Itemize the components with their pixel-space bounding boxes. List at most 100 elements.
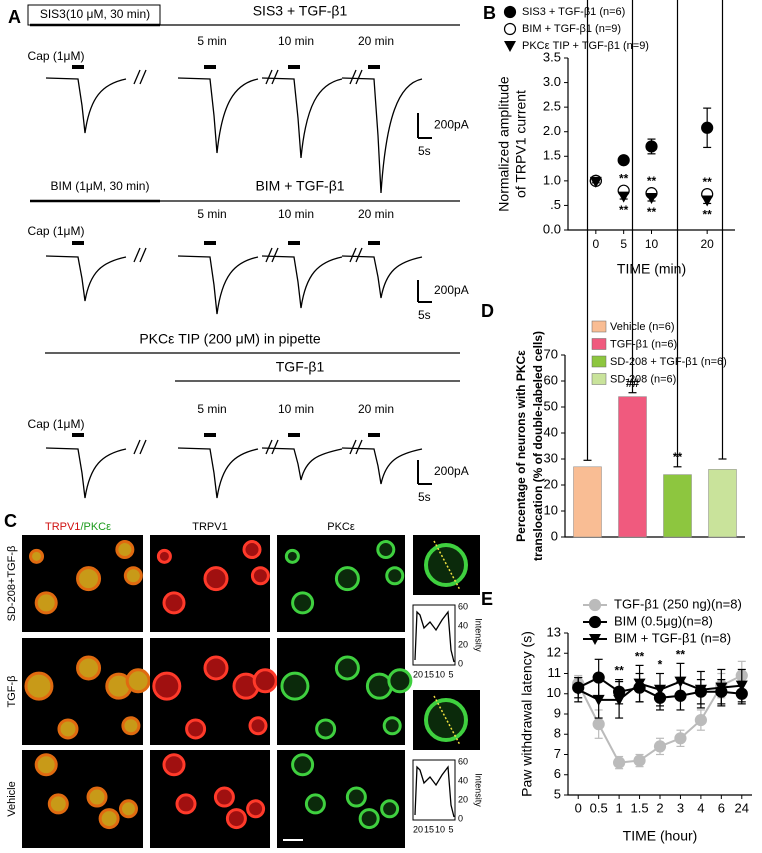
panel-label: E [481,589,493,609]
data-point [735,680,748,692]
bar [663,474,692,538]
panel-label: B [483,3,496,23]
legend-marker [503,22,517,36]
y-tick-label: 0 [551,528,558,543]
cell [291,591,315,615]
x-tick-label: 3 [677,800,684,815]
scale-label: 25μm [283,824,311,836]
legend-label: BIM + TGF-β1 (n=9) [522,23,621,35]
scale-current: 200pA [434,118,469,132]
panel-label: A [8,7,21,27]
profile-ytick: 40 [458,620,468,630]
panel-label: D [481,301,494,321]
profile-ytick: 40 [458,775,468,785]
legend-label: BIM + TGF-β1 (n=8) [614,630,731,645]
current-trace [45,255,127,302]
significance: ** [702,175,712,189]
y-tick-label: 7 [554,746,561,761]
error-bar [673,0,682,468]
x-axis-label: TIME (hour) [623,828,698,844]
y-tick-label: 13 [547,624,561,639]
legend-label: TGF-β1 (250 ng)(n=8) [614,596,742,611]
cell [57,718,79,740]
cell [34,753,58,777]
cell [203,655,229,681]
scale-time: 5s [418,308,431,322]
cell [24,671,54,701]
y-tick-label: 5 [554,786,561,801]
y-tick-label: 10 [544,502,558,517]
legend-label: PKCε TIP + TGF-β1 (n=9) [522,40,649,52]
profile-xtick: 20 [413,669,423,679]
break-mark [349,69,357,85]
zoom-cell [424,698,468,742]
cell [252,668,278,694]
significance: ** [614,664,624,678]
significance: ** [647,174,657,188]
cell [213,786,235,808]
legend-label: SD-208 + TGF-β1 (n=6) [610,356,727,368]
data-point [694,684,707,696]
y-tick-label: 40 [544,424,558,439]
profile-ytick: 60 [458,601,468,611]
cell [125,668,151,694]
legend-label: SD-208 (n=6) [610,373,676,385]
cell [382,716,402,736]
profile-ytick: 20 [458,639,468,649]
data-point [694,713,707,727]
current-trace [261,255,343,309]
data-point [701,195,714,207]
treatment-label: SIS3 + TGF-β1 [253,3,348,19]
current-trace [341,255,423,299]
profile-xtick: 15 [424,824,434,834]
cell [34,591,58,615]
legend-marker [504,41,516,52]
cell [162,753,186,777]
cell [225,808,247,830]
break-mark [133,69,141,85]
legend-label: Vehicle (n=6) [610,321,675,333]
cell [376,540,396,560]
row-label: SD-208+TGF-β [6,546,18,622]
column-header: TRPV1/PKCε [45,521,111,533]
x-tick-label: 24 [735,800,749,815]
cell [98,808,120,830]
y-tick-label: 12 [547,645,561,660]
y-tick-label: 1.0 [543,172,561,187]
x-tick-label: 10 [645,237,659,251]
data-point [653,740,667,753]
x-axis-label: TIME (min) [617,261,686,277]
profile-ylabel: Intensity [474,773,484,807]
x-tick-label: 0 [575,800,582,815]
break-mark [355,247,363,263]
y-tick-label: 70 [544,346,558,361]
stimulus-label: Cap (1μM) [28,417,85,431]
cell [380,799,400,819]
scale-current: 200pA [434,283,469,297]
y-tick-label: 2.0 [543,123,561,138]
legend-marker [588,598,602,612]
treatment-label: TGF-β1 [276,359,325,375]
break-mark [355,439,363,455]
error-bar [718,0,727,460]
y-tick-label: 30 [544,450,558,465]
y-tick-label: 9 [554,705,561,720]
break-mark [271,69,279,85]
profile-trace [414,765,455,818]
bar [618,396,647,538]
profile-xtick: 10 [435,669,445,679]
legend-swatch [591,338,607,350]
panel-label: C [4,511,17,531]
profile-box [412,759,456,821]
profile-ytick: 0 [458,813,463,823]
profile-ylabel: Intensity [474,618,484,652]
y-axis-label: Normalized amplitude [496,76,512,212]
row-label: TGF-β [6,676,18,708]
scale-time: 5s [418,144,431,158]
x-tick-label: 20 [700,237,714,251]
significance: ** [619,203,629,217]
legend-marker [588,615,602,629]
significance: ** [619,171,629,185]
cell [291,753,315,777]
